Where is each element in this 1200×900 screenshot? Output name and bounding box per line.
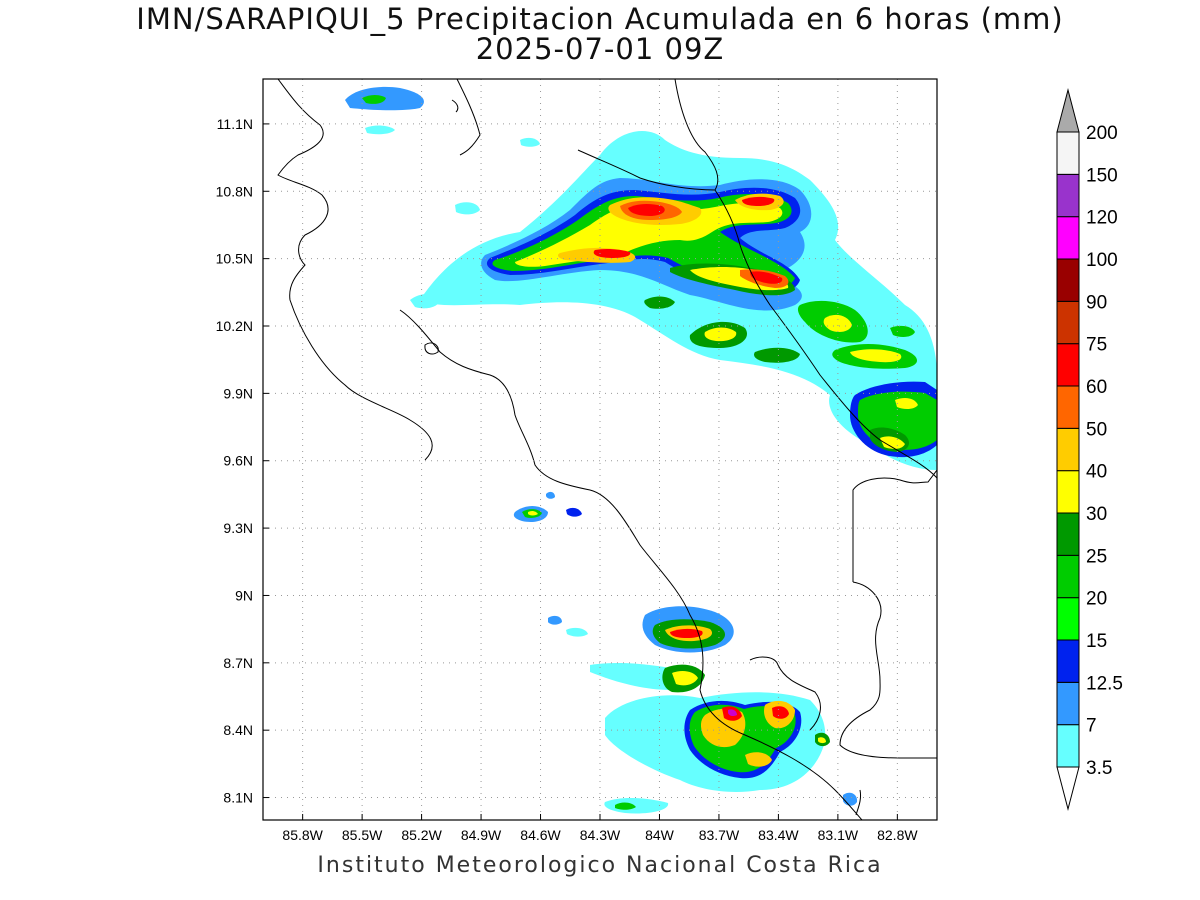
colorbar-label: 120 — [1086, 208, 1118, 229]
lon-tick-label: 83.7W — [699, 827, 740, 843]
lon-tick-label: 84.3W — [580, 827, 621, 843]
lon-tick-label: 83.1W — [818, 827, 859, 843]
colorbar-label: 150 — [1086, 165, 1118, 186]
colorbar-label: 3.5 — [1086, 758, 1112, 779]
colorbar-swatch — [1056, 681, 1080, 726]
colorbar-swatch — [1056, 639, 1080, 683]
lon-tick-label: 84W — [645, 827, 675, 843]
lat-tick-label: 10.2N — [216, 318, 253, 334]
map-grid — [263, 79, 937, 820]
colorbar-label: 15 — [1086, 631, 1107, 652]
colorbar-swatch — [1056, 554, 1080, 599]
lon-tick-label: 85.8W — [282, 827, 323, 843]
colorbar-label: 30 — [1086, 504, 1107, 525]
lat-tick-label: 8.1N — [223, 790, 253, 806]
lon-tick-label: 84.6W — [520, 827, 561, 843]
colorbar-label: 20 — [1086, 589, 1107, 610]
lon-tick-label: 83.4W — [758, 827, 799, 843]
axis-ticks: 85.8W 85.5W 85.2W 84.9W 84.6W 84.3W 84W 83.7W 83… — [216, 116, 919, 843]
rain-cell-east — [644, 296, 937, 458]
rain-cell-scattered — [345, 86, 588, 637]
lon-tick-label: 82.8W — [877, 827, 918, 843]
colorbar-swatch — [1056, 724, 1080, 768]
lat-tick-label: 10.8N — [216, 183, 253, 199]
colorbar-swatch — [1056, 597, 1080, 641]
lat-tick-label: 9.6N — [223, 453, 253, 469]
colorbar-label: 50 — [1086, 419, 1107, 440]
colorbar-label: 100 — [1086, 250, 1118, 271]
precipitation-field — [345, 86, 937, 814]
colorbar-swatch — [1056, 470, 1080, 514]
colorbar-swatch — [1056, 343, 1080, 387]
colorbar-swatch — [1056, 427, 1080, 472]
lat-tick-label: 9.3N — [223, 520, 253, 536]
colorbar-label: 60 — [1086, 377, 1107, 398]
lat-tick-label: 8.4N — [223, 722, 253, 738]
map-subtitle: 2025-07-01 09Z — [475, 32, 725, 66]
footer-credit: Instituto Meteorologico Nacional Costa R… — [317, 853, 883, 878]
colorbar-swatch — [1056, 512, 1080, 556]
colorbar-label: 40 — [1086, 462, 1107, 483]
colorbar-swatch — [1056, 173, 1080, 218]
map-title: IMN/SARAPIQUI_5 Precipitacion Acumulada … — [136, 2, 1064, 36]
lat-tick-label: 11.1N — [217, 116, 253, 132]
rain-cell-south — [590, 606, 858, 814]
coastline — [277, 79, 937, 820]
colorbar-label: 7 — [1086, 716, 1097, 737]
lon-tick-label: 85.2W — [401, 827, 442, 843]
colorbar-under-arrow — [1056, 766, 1080, 811]
colorbar-label: 12.5 — [1086, 673, 1123, 694]
colorbar-label: 25 — [1086, 546, 1107, 567]
lat-tick-label: 8.7N — [223, 655, 253, 671]
colorbar-swatch — [1056, 258, 1080, 302]
colorbar-label: 200 — [1086, 123, 1118, 144]
colorbar: 3.5 7 12.5 15 20 25 30 40 50 60 75 90 100 120 150 200 — [1056, 88, 1123, 811]
colorbar-swatch — [1056, 300, 1080, 345]
lon-tick-label: 84.9W — [461, 827, 502, 843]
colorbar-swatch — [1056, 131, 1080, 175]
colorbar-label: 90 — [1086, 292, 1107, 313]
colorbar-swatch — [1056, 216, 1080, 260]
colorbar-swatch — [1056, 385, 1080, 429]
lat-tick-label: 9.9N — [223, 385, 253, 401]
lat-tick-label: 10.5N — [216, 251, 253, 267]
colorbar-label: 75 — [1086, 335, 1107, 356]
lon-tick-label: 85.5W — [342, 827, 383, 843]
lat-tick-label: 9N — [235, 587, 253, 603]
colorbar-over-arrow — [1056, 88, 1080, 133]
